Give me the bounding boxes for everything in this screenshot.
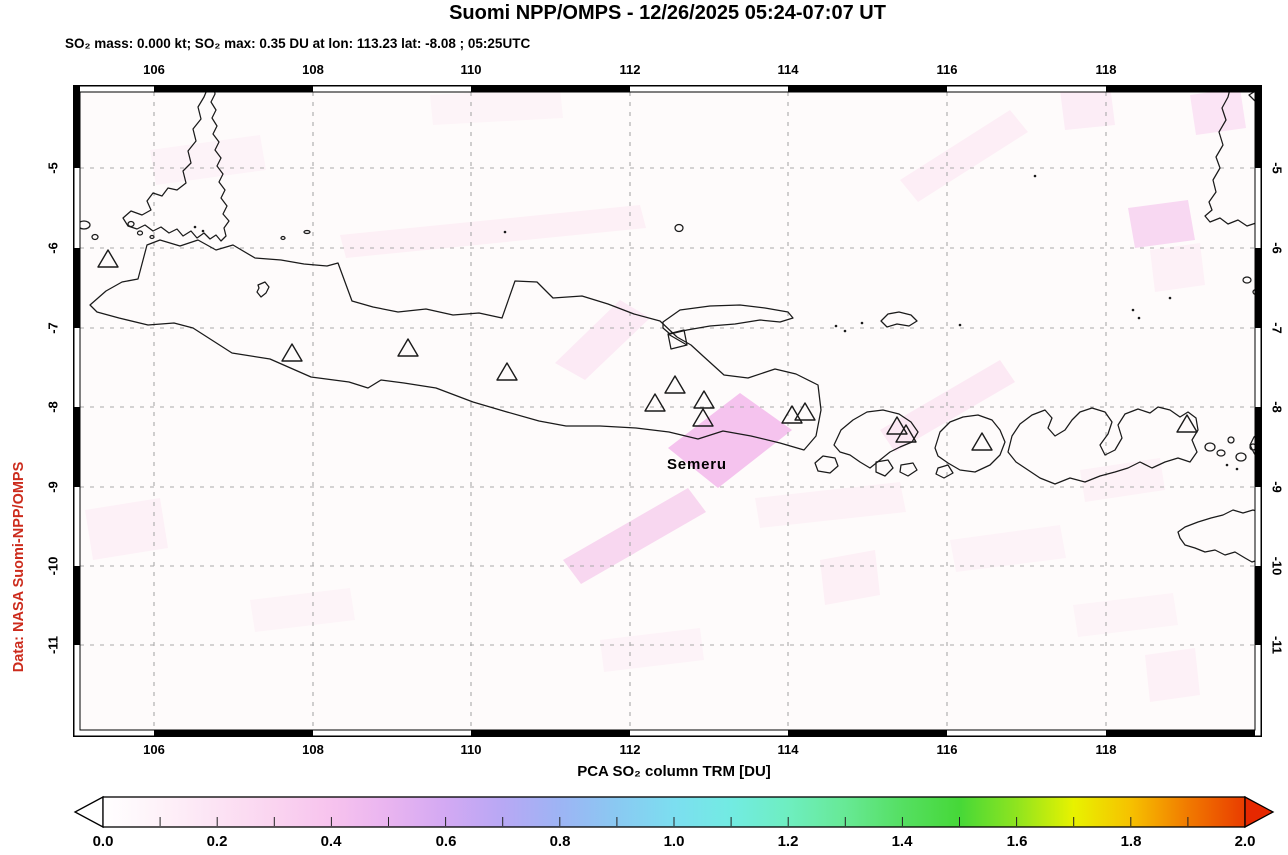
axis-tick-label: 1.6 <box>1006 833 1028 850</box>
axis-tick-label: 1.4 <box>891 833 913 850</box>
map-area: Semeru <box>73 84 1263 737</box>
axis-tick-label: 110 <box>460 62 482 77</box>
axis-tick-label: -5 <box>1269 162 1285 174</box>
volcano-marker <box>664 375 686 394</box>
axis-tick-label: -11 <box>45 635 61 655</box>
colorbar-minor-ticks <box>159 817 1189 826</box>
figure-title: Suomi NPP/OMPS - 12/26/2025 05:24-07:07 … <box>449 2 886 24</box>
axis-tick-label: 116 <box>936 742 958 757</box>
volcano-marker <box>886 416 908 435</box>
lat-axis-right: -5 -6 -7 -8 -9 -10 -11 <box>1264 85 1288 737</box>
axis-tick-label: 114 <box>777 742 799 757</box>
axis-tick-label: 118 <box>1095 742 1117 757</box>
axis-tick-label: -9 <box>45 481 61 493</box>
axis-tick-label: 106 <box>143 62 165 77</box>
axis-tick-label: 1.8 <box>1120 833 1142 850</box>
lon-axis-top: 106 108 110 112 114 116 118 <box>73 62 1262 78</box>
volcano-label-semeru: Semeru <box>667 456 727 473</box>
map-svg: Semeru <box>73 84 1263 737</box>
axis-tick-label: -6 <box>1269 242 1285 254</box>
volcano-marker <box>281 343 303 362</box>
so2-stats-line: SO₂ mass: 0.000 kt; SO₂ max: 0.35 DU at … <box>65 36 531 51</box>
volcano-marker <box>644 393 666 412</box>
volcano-marker <box>693 390 715 409</box>
axis-tick-label: -10 <box>1269 556 1285 576</box>
axis-tick-label: 0.2 <box>206 833 228 850</box>
axis-tick-label: 2.0 <box>1234 833 1256 850</box>
axis-tick-label: 1.2 <box>777 833 799 850</box>
colorbar <box>73 790 1275 834</box>
volcano-marker <box>496 362 518 381</box>
axis-tick-label: 0.0 <box>92 833 114 850</box>
volcano-marker <box>1176 414 1198 433</box>
axis-tick-label: 112 <box>619 62 641 77</box>
axis-tick-label: -7 <box>45 322 61 334</box>
axis-tick-label: -5 <box>45 162 61 174</box>
axis-tick-label: 112 <box>619 742 641 757</box>
axis-tick-label: 0.4 <box>320 833 342 850</box>
axis-tick-label: 110 <box>460 742 482 757</box>
data-source-watermark: Data: NASA Suomi-NPP/OMPS <box>11 461 27 673</box>
colorbar-tick-labels: 0.0 0.2 0.4 0.6 0.8 1.0 1.2 1.4 1.6 1.8 2.0 <box>73 833 1275 853</box>
volcano-marker <box>397 338 419 357</box>
axis-tick-label: -6 <box>45 242 61 254</box>
lat-axis-left: -5 -6 -7 -8 -9 -10 -11 <box>40 85 66 737</box>
axis-tick-label: 0.6 <box>435 833 457 850</box>
volcano-marker <box>895 424 917 443</box>
map-frame <box>73 85 1262 737</box>
lon-axis-bottom: 106 108 110 112 114 116 118 <box>73 742 1262 758</box>
axis-tick-label: 114 <box>777 62 799 77</box>
axis-tick-label: 118 <box>1095 62 1117 77</box>
axis-tick-label: -11 <box>1269 635 1285 655</box>
colorbar-title: PCA SO₂ column TRM [DU] <box>577 763 771 780</box>
volcano-marker <box>97 249 119 268</box>
axis-tick-label: -9 <box>1269 481 1285 493</box>
axis-tick-label: 108 <box>302 742 324 757</box>
volcano-marker <box>794 402 816 421</box>
axis-tick-label: 108 <box>302 62 324 77</box>
volcano-marker <box>971 432 993 451</box>
axis-tick-label: 106 <box>143 742 165 757</box>
axis-tick-label: 1.0 <box>663 833 685 850</box>
axis-tick-label: -7 <box>1269 322 1285 334</box>
colorbar-svg <box>73 795 1275 829</box>
axis-tick-label: -10 <box>45 556 61 576</box>
map-layers <box>73 84 1263 737</box>
axis-tick-label: -8 <box>1269 401 1285 413</box>
volcano-marker <box>692 408 714 427</box>
volcano-marker <box>781 405 803 424</box>
axis-tick-label: -8 <box>45 401 61 413</box>
axis-tick-label: 116 <box>936 62 958 77</box>
colorbar-left-arrow <box>73 795 104 829</box>
colorbar-right-arrow <box>1244 795 1275 829</box>
axis-tick-label: 0.8 <box>549 833 571 850</box>
